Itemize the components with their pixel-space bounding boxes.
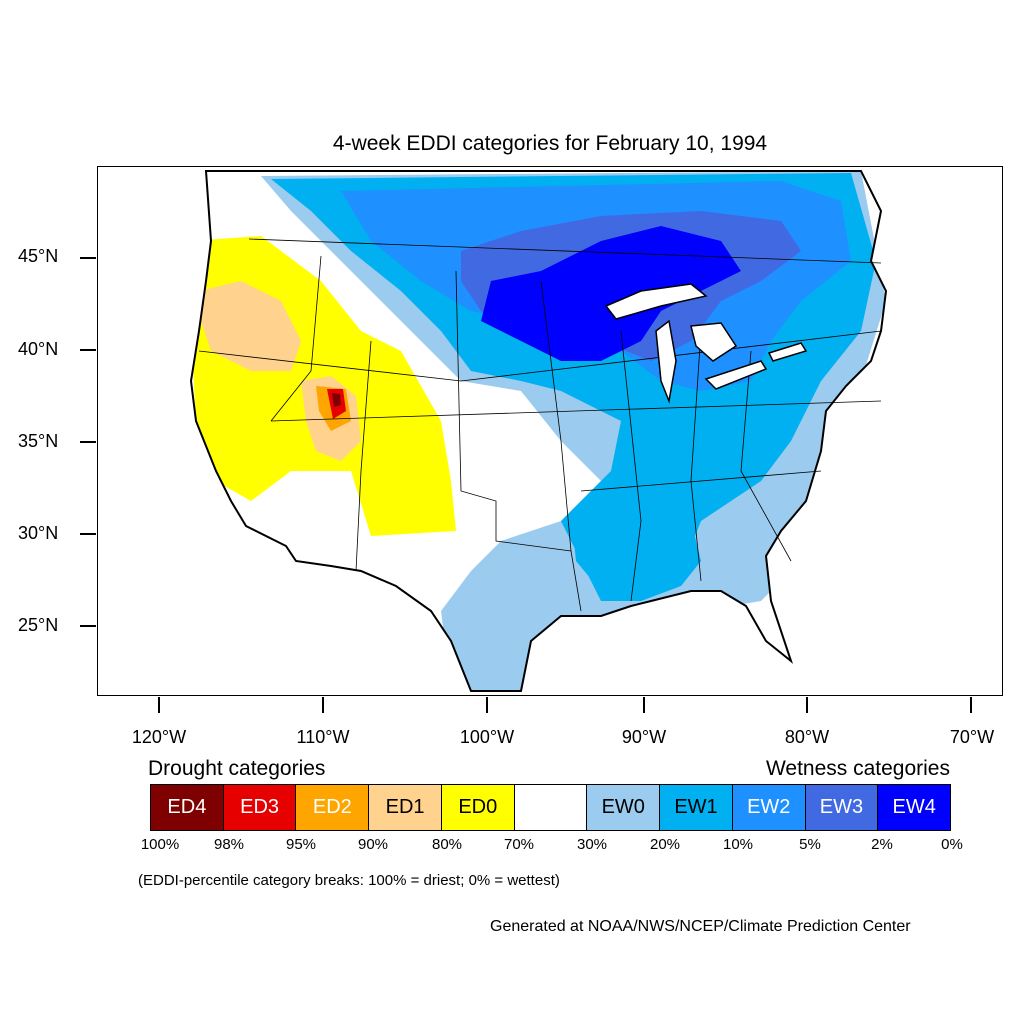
- break-label: 95%: [285, 836, 317, 853]
- legend-ew4: EW4: [878, 785, 951, 830]
- ew1-south-area: [571, 496, 701, 601]
- lat-label-40n: 40°N: [18, 339, 59, 359]
- map-title: 4-week EDDI categories for February 10, …: [332, 132, 768, 155]
- legend-ed1: ED1: [369, 785, 442, 830]
- legend-ed4: ED4: [151, 785, 224, 830]
- map-frame: [97, 166, 1003, 696]
- lat-tick: [80, 441, 96, 443]
- lon-label-90w: 90°W: [621, 727, 667, 747]
- legend-ew1: EW1: [660, 785, 733, 830]
- great-lakes: [604, 283, 808, 404]
- lat-label-45n: 45°N: [18, 246, 59, 266]
- lon-label-80w: 80°W: [784, 727, 830, 747]
- state-boundaries: [198, 238, 882, 612]
- legend-ew2: EW2: [732, 785, 806, 830]
- legend-ed2: ED2: [296, 785, 370, 830]
- break-label: 0%: [941, 836, 963, 853]
- break-label: 20%: [649, 836, 681, 853]
- lon-tick: [322, 697, 324, 713]
- break-label: 80%: [431, 836, 463, 853]
- lon-label-70w: 70°W: [949, 727, 995, 747]
- break-label: 90%: [357, 836, 389, 853]
- lon-label-110w: 110°W: [296, 727, 350, 747]
- break-label: 98%: [213, 836, 245, 853]
- legend-ed0: ED0: [441, 785, 515, 830]
- break-label: 10%: [722, 836, 754, 853]
- lat-label-25n: 25°N: [18, 615, 59, 635]
- lat-label-35n: 35°N: [18, 431, 59, 451]
- lon-tick: [158, 697, 160, 713]
- break-label: 30%: [576, 836, 608, 853]
- lon-label-120w: 120°W: [131, 727, 187, 747]
- break-label: 70%: [503, 836, 535, 853]
- lat-label-30n: 30°N: [18, 523, 59, 543]
- legend-ew0: EW0: [587, 785, 661, 830]
- lon-tick: [970, 697, 972, 713]
- ed1-area: [199, 281, 301, 371]
- break-label: 2%: [871, 836, 893, 853]
- lon-tick: [806, 697, 808, 713]
- wetness-categories-heading: Wetness categories: [765, 757, 950, 780]
- credit-line: Generated at NOAA/NWS/NCEP/Climate Predi…: [490, 918, 911, 935]
- eddi-map: [190, 170, 887, 692]
- ew4-area: [481, 226, 741, 361]
- lat-tick: [80, 625, 96, 627]
- legend-ew3: EW3: [805, 785, 879, 830]
- category-legend-bar: ED4 ED3 ED2 ED1 ED0 EW0 EW1 EW2 EW3 EW4: [150, 784, 951, 831]
- category-breaks-note: (EDDI-percentile category breaks: 100% =…: [138, 872, 560, 889]
- legend-ed3: ED3: [223, 785, 297, 830]
- break-label: 5%: [799, 836, 821, 853]
- lat-tick: [80, 533, 96, 535]
- break-label: 100%: [140, 836, 180, 853]
- legend-neutral: [514, 785, 588, 830]
- lat-tick: [80, 349, 96, 351]
- ed4-area: [332, 393, 341, 407]
- drought-categories-heading: Drought categories: [148, 757, 326, 780]
- lon-tick: [486, 697, 488, 713]
- lat-tick: [80, 257, 96, 259]
- lon-label-100w: 100°W: [459, 727, 515, 747]
- lon-tick: [643, 697, 645, 713]
